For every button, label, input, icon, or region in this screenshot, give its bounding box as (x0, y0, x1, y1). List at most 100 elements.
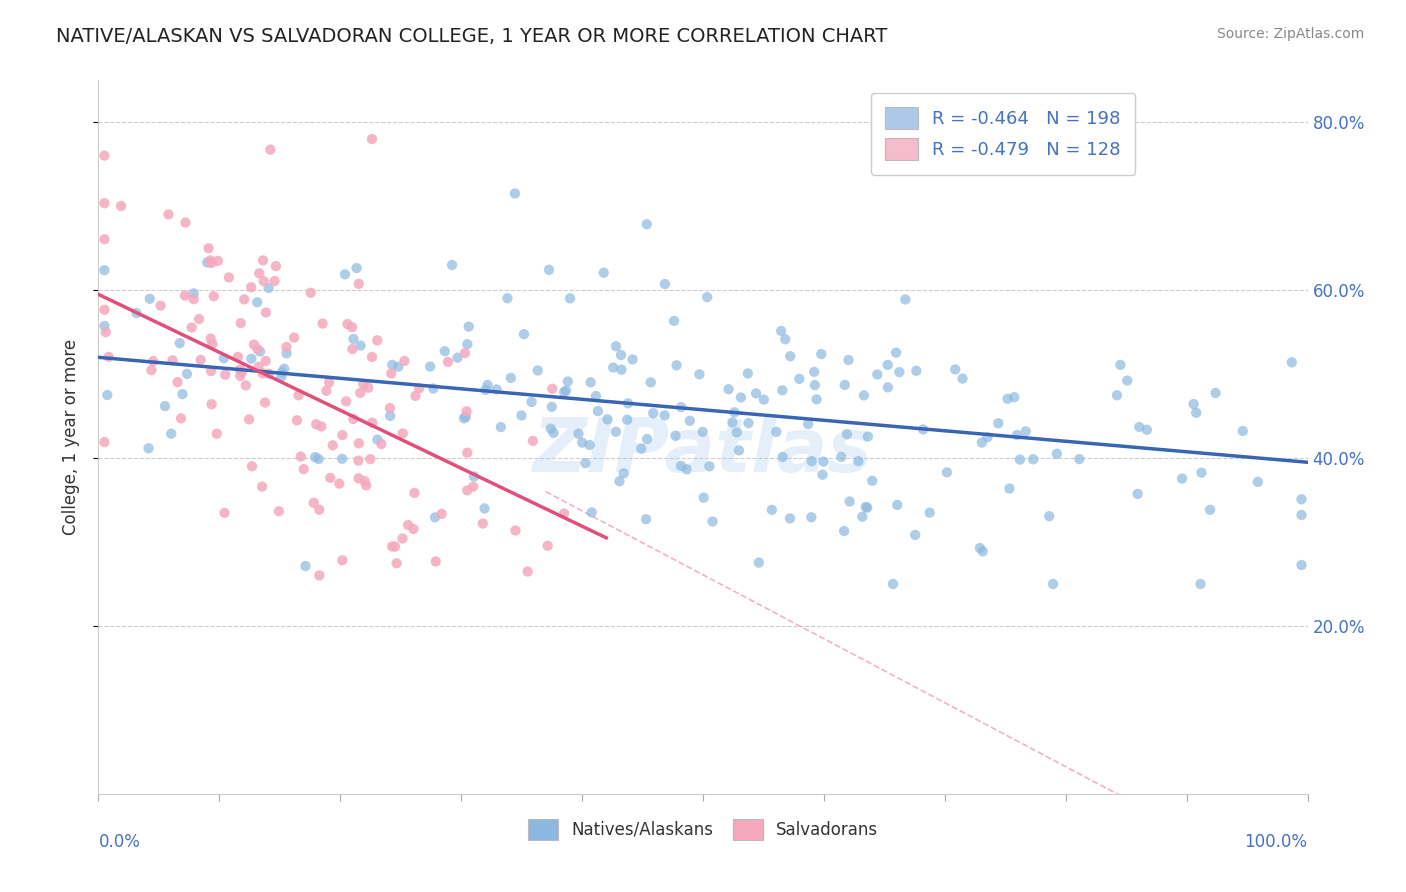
Point (226, 350, 249, 364)
Point (357, 381, 380, 395)
Point (229, 316, 252, 330)
Point (579, 375, 602, 389)
Point (696, 290, 718, 304)
Point (765, 425, 787, 439)
Point (613, 467, 636, 481)
Point (273, 361, 295, 376)
Point (311, 419, 333, 434)
Point (233, 293, 256, 307)
Point (97, 350, 120, 364)
Point (263, 274, 285, 288)
Point (153, 399, 176, 413)
Point (541, 382, 564, 396)
Point (721, 416, 744, 430)
Point (838, 353, 860, 368)
Point (1042, 577, 1064, 591)
Point (93, 196, 115, 211)
Point (391, 532, 413, 546)
Point (610, 362, 633, 376)
Point (340, 320, 363, 334)
Point (270, 369, 292, 384)
Point (276, 340, 298, 354)
Point (1005, 428, 1028, 442)
Point (441, 258, 464, 272)
Point (349, 385, 371, 400)
Point (214, 368, 236, 382)
Point (1291, 558, 1313, 572)
Text: Source: ZipAtlas.com: Source: ZipAtlas.com (1216, 27, 1364, 41)
Point (675, 462, 697, 476)
Point (354, 478, 377, 492)
Point (972, 544, 994, 558)
Point (205, 426, 228, 441)
Point (347, 453, 370, 467)
Point (200, 364, 222, 378)
Point (422, 382, 444, 396)
Point (832, 524, 855, 538)
Point (1069, 452, 1091, 467)
Point (257, 281, 280, 295)
Point (183, 292, 205, 306)
Point (333, 268, 356, 282)
Point (496, 291, 519, 305)
Point (884, 345, 907, 359)
Point (330, 553, 353, 567)
Point (987, 417, 1010, 431)
Point (252, 367, 274, 381)
Point (855, 500, 877, 514)
Point (454, 346, 477, 360)
Point (1022, 452, 1045, 467)
Point (212, 351, 235, 366)
Point (160, 426, 183, 441)
Point (866, 368, 889, 382)
Point (197, 241, 219, 255)
Point (811, 467, 834, 482)
Point (558, 292, 581, 306)
Point (592, 266, 614, 280)
Point (240, 351, 263, 366)
Point (366, 333, 388, 347)
Point (456, 404, 478, 418)
Point (347, 436, 370, 450)
Point (249, 344, 271, 359)
Point (770, 324, 793, 338)
Point (218, 270, 240, 285)
Point (391, 426, 413, 441)
Point (246, 295, 269, 310)
Point (359, 452, 381, 467)
Point (936, 466, 959, 480)
Point (605, 425, 627, 439)
Point (918, 506, 941, 520)
Point (976, 430, 998, 444)
Point (636, 512, 658, 526)
Point (571, 435, 593, 450)
Point (243, 337, 266, 351)
Point (630, 442, 652, 456)
Point (877, 380, 900, 394)
Point (834, 378, 856, 392)
Point (347, 277, 370, 291)
Point (247, 266, 270, 280)
Point (170, 411, 193, 425)
Point (380, 367, 402, 381)
Point (172, 387, 194, 401)
Point (453, 411, 475, 425)
Point (669, 458, 692, 473)
Point (586, 404, 609, 418)
Point (238, 412, 260, 426)
Point (679, 414, 702, 428)
Text: 0.0%: 0.0% (98, 833, 141, 851)
Point (229, 368, 252, 383)
Point (688, 368, 710, 382)
Point (1232, 424, 1254, 438)
Point (1116, 374, 1139, 388)
Point (510, 409, 533, 423)
Point (276, 346, 298, 360)
Point (1136, 423, 1159, 437)
Point (835, 427, 858, 442)
Point (254, 354, 277, 368)
Point (969, 541, 991, 555)
Point (728, 443, 751, 458)
Point (1046, 447, 1069, 461)
Point (408, 381, 430, 395)
